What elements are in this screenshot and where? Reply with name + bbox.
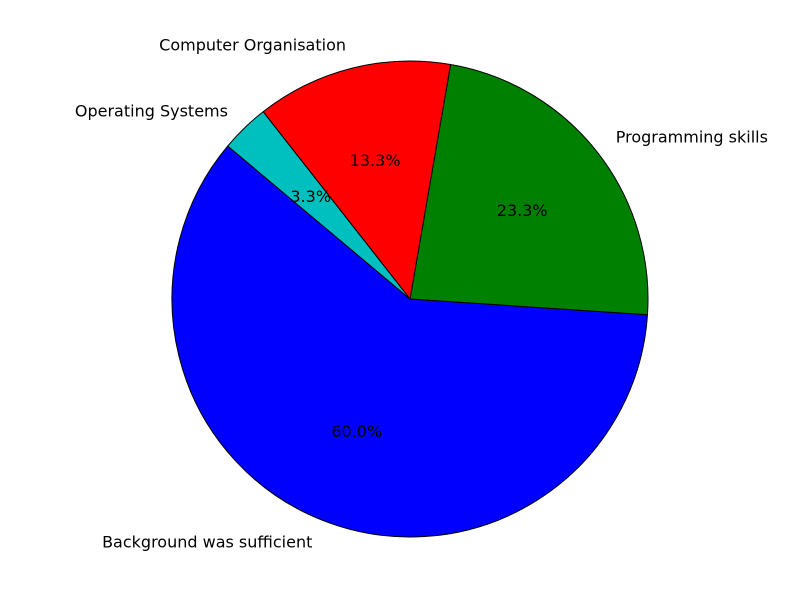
slice-category-label-1: Programming skills — [616, 128, 768, 147]
pie-slice-1 — [409, 63, 649, 316]
labels-layer: 60.0% Background was sufficient 23.3% Progr… — [75, 36, 768, 552]
slice-percent-label-0: 60.0% — [331, 422, 382, 441]
slice-percent-label-2: 13.3% — [350, 151, 401, 170]
pie-slice-0 — [171, 145, 648, 538]
pie-slice-3 — [227, 111, 411, 300]
slice-category-label-2: Computer Organisation — [159, 36, 346, 55]
slice-category-label-0: Background was sufficient — [102, 532, 312, 551]
slice-percent-label-3: 3.3% — [290, 187, 331, 206]
slice-percent-label-1: 23.3% — [497, 201, 548, 220]
pie-slice-2 — [262, 60, 452, 300]
slice-category-label-3: Operating Systems — [75, 101, 228, 120]
slices-layer — [171, 60, 649, 538]
